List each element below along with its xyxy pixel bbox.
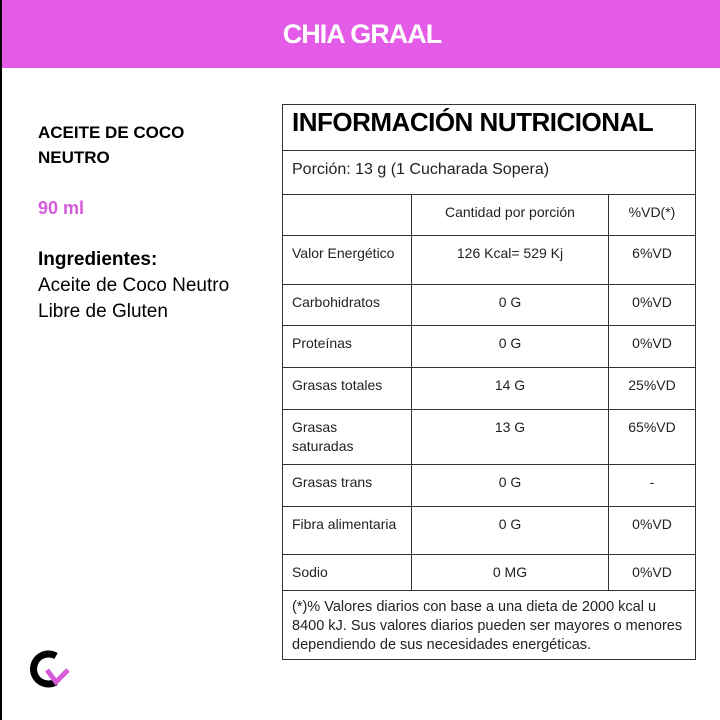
nutrient-amount: 126 Kcal= 529 Kj [411,235,609,285]
nutrient-name: Grasas trans [282,464,412,507]
product-name: ACEITE DE COCO NEUTRO [38,123,185,167]
nutrient-name: Grasas saturadas [282,409,412,465]
nutrient-vd: - [608,464,696,507]
ingredients-text: Aceite de Coco Neutro Libre de Gluten [38,275,230,322]
nutrient-amount: 0 MG [411,554,609,591]
nutrient-vd: 0%VD [608,554,696,591]
ingredients-title: Ingredientes: [38,249,158,270]
nutrient-name: Grasas totales [282,367,412,410]
product-info: ACEITE DE COCO NEUTRO 90 ml Ingredientes… [38,120,238,325]
nutrient-amount: 14 G [411,367,609,410]
footnote: (*)% Valores diarios con base a una diet… [282,590,696,660]
nutrition-table: INFORMACIÓN NUTRICIONAL Porción: 13 g (1… [282,104,696,660]
table-row: Grasas trans 0 G- [282,464,696,507]
nutrient-vd: 0%VD [608,284,696,326]
col-amount: Cantidad por porción [411,194,609,236]
portion: Porción: 13 g (1 Cucharada Sopera) [282,150,696,195]
col-vd: %VD(*) [608,194,696,236]
nutrient-vd: 0%VD [608,325,696,368]
table-row: Grasas totales 14 G 25%VD [282,367,696,410]
table-row: Proteínas 0 G 0%VD [282,325,696,368]
brand-header: CHIA GRAAL [2,0,720,68]
table-row: Fibra alimentaria 0 G 0%VD [282,506,696,555]
nutrient-name: Fibra alimentaria [282,506,412,555]
nutrient-amount: 0 G [411,506,609,555]
nutrient-vd: 6%VD [608,235,696,285]
nutrient-vd: 65%VD [608,409,696,465]
nutrient-amount: 0 G [411,325,609,368]
nutrient-name: Sodio [282,554,412,591]
nutrient-amount: 0 G [411,464,609,507]
table-row: Sodio 0 MG 0%VD [282,554,696,591]
nutrient-name: Valor Energético [282,235,412,285]
brand-logo [30,648,80,697]
nutrient-vd: 25%VD [608,367,696,410]
nutrient-name: Proteínas [282,325,412,368]
table-row: Valor Energético 126 Kcal= 529 Kj 6%VD [282,235,696,285]
nutrient-vd: 0%VD [608,506,696,555]
table-title: INFORMACIÓN NUTRICIONAL [282,104,696,151]
nutrient-name: Carbohidratos [282,284,412,326]
table-row: Grasas saturadas 13 G 65%VD [282,409,696,465]
nutrient-amount: 13 G [411,409,609,465]
product-volume: 90 ml [38,198,85,218]
nutrient-amount: 0 G [411,284,609,326]
table-row: Carbohidratos 0 G 0%VD [282,284,696,326]
